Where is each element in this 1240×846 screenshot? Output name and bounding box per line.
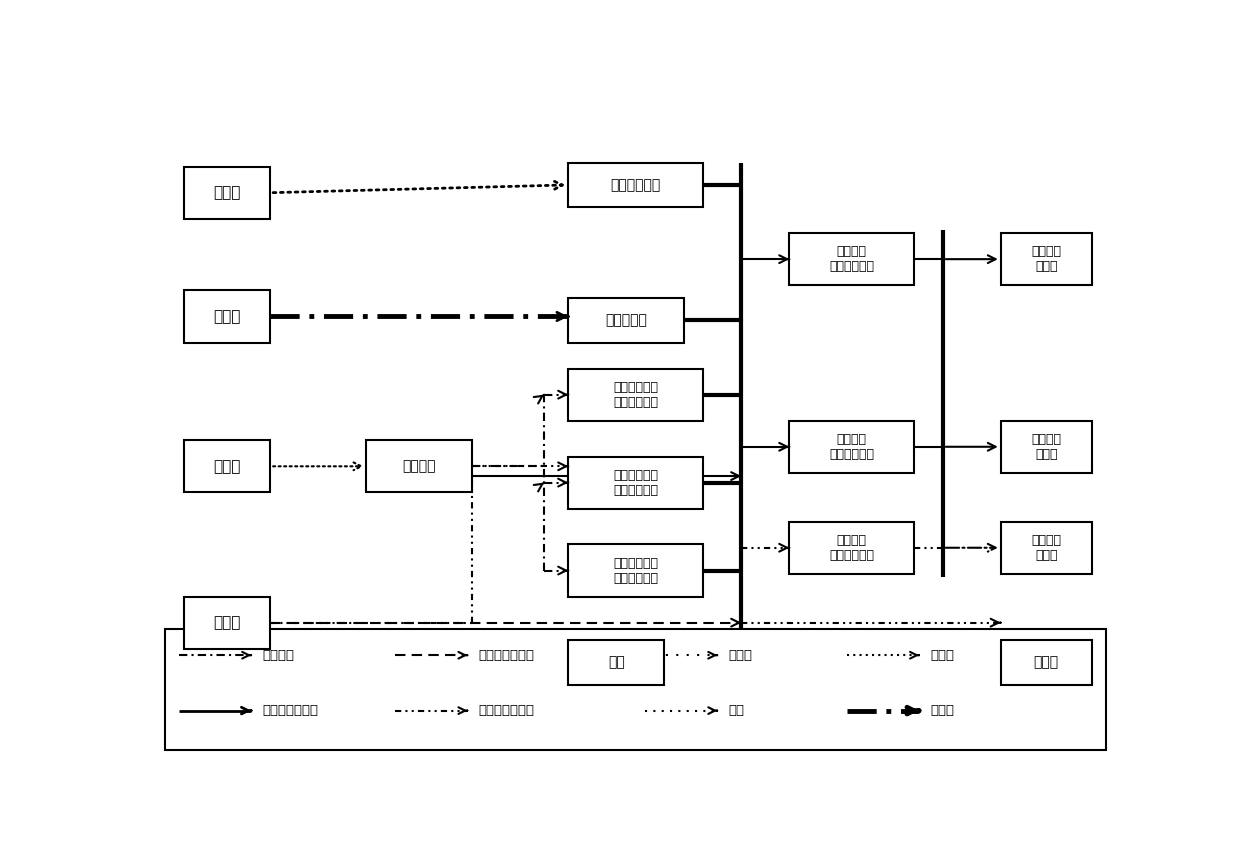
Text: 储能系统
（生活热水）: 储能系统 （生活热水） — [830, 245, 874, 273]
Text: 生活热水
热负荷: 生活热水 热负荷 — [1032, 245, 1061, 273]
FancyBboxPatch shape — [1001, 640, 1092, 684]
Text: 余热回收锅炉
（生活热水）: 余热回收锅炉 （生活热水） — [613, 381, 658, 409]
Text: 电负荷: 电负荷 — [1034, 656, 1059, 669]
FancyBboxPatch shape — [789, 233, 914, 285]
FancyBboxPatch shape — [789, 522, 914, 574]
FancyBboxPatch shape — [568, 545, 703, 596]
Text: 余热烟气: 余热烟气 — [263, 649, 295, 662]
Text: 电力: 电力 — [729, 704, 745, 717]
Text: 太阳能: 太阳能 — [213, 185, 241, 201]
FancyBboxPatch shape — [1001, 233, 1092, 285]
FancyBboxPatch shape — [165, 629, 1106, 750]
Text: 生物质: 生物质 — [213, 309, 241, 324]
Text: 余热回收锅炉
（室内采暖）: 余热回收锅炉 （室内采暖） — [613, 469, 658, 497]
FancyBboxPatch shape — [1001, 420, 1092, 473]
FancyBboxPatch shape — [1001, 522, 1092, 574]
FancyBboxPatch shape — [568, 299, 683, 343]
Text: 生物质: 生物质 — [930, 704, 955, 717]
FancyBboxPatch shape — [568, 369, 703, 420]
Text: 室内供冷冷流体: 室内供冷冷流体 — [479, 704, 534, 717]
FancyBboxPatch shape — [184, 290, 270, 343]
Text: 天然气: 天然气 — [729, 649, 753, 662]
Text: 室内供冷
冷负荷: 室内供冷 冷负荷 — [1032, 534, 1061, 562]
FancyBboxPatch shape — [568, 640, 665, 684]
FancyBboxPatch shape — [184, 596, 270, 649]
Text: 吸收式制冷机
（室内供冷）: 吸收式制冷机 （室内供冷） — [613, 557, 658, 585]
FancyBboxPatch shape — [184, 167, 270, 219]
FancyBboxPatch shape — [367, 440, 472, 492]
Text: 天然气: 天然气 — [213, 459, 241, 474]
Text: 大电网: 大电网 — [213, 615, 241, 630]
FancyBboxPatch shape — [568, 457, 703, 508]
Text: 太阳能: 太阳能 — [930, 649, 955, 662]
FancyBboxPatch shape — [184, 440, 270, 492]
Text: 太阳能集热器: 太阳能集热器 — [610, 178, 661, 192]
Text: 热泵: 热泵 — [608, 656, 625, 669]
Text: 室内采暖热流体: 室内采暖热流体 — [479, 649, 534, 662]
Text: 储能系统
（室内供冷）: 储能系统 （室内供冷） — [830, 534, 874, 562]
Text: 储能系统
（室内采暖）: 储能系统 （室内采暖） — [830, 433, 874, 461]
Text: 生物质锅炉: 生物质锅炉 — [605, 313, 647, 327]
FancyBboxPatch shape — [789, 420, 914, 473]
Text: 燃气轮机: 燃气轮机 — [403, 459, 436, 473]
Text: 生活热水热流体: 生活热水热流体 — [263, 704, 319, 717]
Text: 室内采暖
热负荷: 室内采暖 热负荷 — [1032, 433, 1061, 461]
FancyBboxPatch shape — [568, 162, 703, 207]
